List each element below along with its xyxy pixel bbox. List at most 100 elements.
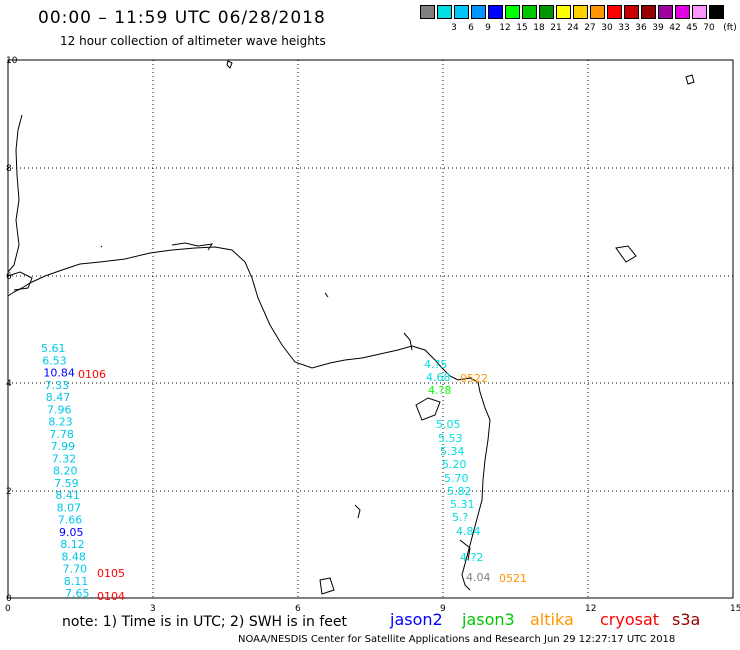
y-tick-label: 0 xyxy=(6,594,12,604)
pass-time-label: 0106 xyxy=(78,368,106,381)
legend-label: 33 xyxy=(618,23,630,33)
legend-label: 15 xyxy=(516,23,528,33)
wave-height-label: 5.20 xyxy=(442,458,467,471)
satellite-name: cryosat xyxy=(600,610,660,629)
x-tick-label: 9 xyxy=(440,604,446,614)
coastline xyxy=(7,60,695,595)
plot-frame xyxy=(7,59,734,599)
legend-swatch xyxy=(556,5,571,19)
wave-height-label: 8.47 xyxy=(46,391,71,404)
wave-height-label: 7.99 xyxy=(51,440,76,453)
legend-label: 3 xyxy=(451,23,457,33)
wave-height-label: 5.61 xyxy=(41,342,66,355)
x-tick-label: 15 xyxy=(730,604,740,614)
y-tick-label: 8 xyxy=(6,164,12,174)
legend-label: 30 xyxy=(601,23,613,33)
legend-swatch xyxy=(658,5,673,19)
wave-height-label: 4.?2 xyxy=(460,551,483,564)
legend-swatch xyxy=(573,5,588,19)
pass-time-label: 0521 xyxy=(499,572,527,585)
wave-height-label: 5.31 xyxy=(450,498,475,511)
legend-label: 12 xyxy=(499,23,511,33)
legend-swatch xyxy=(590,5,605,19)
legend-swatch xyxy=(641,5,656,19)
legend-label: 18 xyxy=(533,23,545,33)
legend-swatch xyxy=(675,5,690,19)
wave-height-label: 8.11 xyxy=(64,575,89,588)
wave-height-label: 5.70 xyxy=(444,472,469,485)
legend-label: 9 xyxy=(485,23,491,33)
wave-height-label: 10.84 xyxy=(43,367,75,380)
wave-height-label: 8.41 xyxy=(55,489,80,502)
legend-swatch xyxy=(709,5,724,19)
wave-height-label: 4.?8 xyxy=(428,384,451,397)
legend-swatch xyxy=(692,5,707,19)
wave-height-label: 8.12 xyxy=(60,538,84,551)
wave-height-label: 5.? xyxy=(452,511,468,524)
legend-unit: (ft) xyxy=(723,23,737,33)
wave-height-label: 5.34 xyxy=(440,445,465,458)
footnote: note: 1) Time is in UTC; 2) SWH is in fe… xyxy=(62,614,348,630)
wave-height-label: 4.?5 xyxy=(424,358,447,371)
legend-label: 27 xyxy=(584,23,596,33)
y-tick-label: 2 xyxy=(6,487,12,497)
legend-swatch xyxy=(420,5,435,19)
pass-time-label: 0104 xyxy=(97,590,125,603)
satellite-name: s3a xyxy=(672,610,701,629)
wave-height-label: 8.20 xyxy=(53,465,78,478)
legend-label: 70 xyxy=(703,23,715,33)
legend-swatch xyxy=(539,5,554,19)
y-tick-label: 6 xyxy=(6,272,12,282)
grid xyxy=(8,60,733,598)
legend-label: 42 xyxy=(669,23,681,33)
wave-height-label: 7.59 xyxy=(54,477,78,490)
wave-height-label: 7.33 xyxy=(45,379,70,392)
wave-height-label: 8.07 xyxy=(57,501,82,514)
legend-label: 24 xyxy=(567,23,579,33)
wave-height-label: 7.65 xyxy=(65,587,90,600)
wave-height-label: 7.66 xyxy=(58,514,83,527)
legend-label: 39 xyxy=(652,23,664,33)
x-tick-label: 0 xyxy=(5,604,11,614)
x-tick-label: 3 xyxy=(150,604,156,614)
wave-height-label: 5.05 xyxy=(436,418,461,431)
satellite-name: jason2 xyxy=(390,610,443,629)
legend-swatch xyxy=(437,5,452,19)
wave-height-label: 7.32 xyxy=(52,452,77,465)
satellite-name: jason3 xyxy=(462,610,515,629)
legend-swatch xyxy=(624,5,639,19)
credit-footer: NOAA/NESDIS Center for Satellite Applica… xyxy=(238,634,676,645)
legend-swatch xyxy=(454,5,469,19)
legend-swatch xyxy=(471,5,486,19)
wave-height-label: 4.68 xyxy=(426,371,451,384)
wave-height-label: 7.96 xyxy=(47,403,72,416)
wave-height-label: 5.82 xyxy=(447,485,472,498)
wave-height-label: 4.84 xyxy=(456,525,481,538)
legend-label: 21 xyxy=(550,23,562,33)
map-title: 00:00 – 11:59 UTC 06/28/2018 xyxy=(38,8,326,28)
wave-height-label: 9.05 xyxy=(59,526,84,539)
wave-height-label: 8.23 xyxy=(48,416,72,429)
wave-height-label: 7.70 xyxy=(63,563,88,576)
x-tick-label: 12 xyxy=(585,604,596,614)
wave-height-label: 8.48 xyxy=(61,550,86,563)
legend-label: 36 xyxy=(635,23,647,33)
wave-height-label: 4.04 xyxy=(466,571,491,584)
satellite-name: altika xyxy=(530,610,574,629)
legend-swatch xyxy=(607,5,622,19)
x-tick-label: 6 xyxy=(295,604,301,614)
wave-height-label: 7.78 xyxy=(49,428,74,441)
legend-label: 6 xyxy=(468,23,474,33)
pass-time-label: 0105 xyxy=(97,567,125,580)
y-tick-label: 10 xyxy=(6,56,18,66)
wave-height-label: 6.53 xyxy=(42,354,66,367)
pass-time-label: 0522 xyxy=(460,372,488,385)
y-tick-label: 4 xyxy=(6,379,12,389)
legend-swatch xyxy=(505,5,520,19)
legend-swatch xyxy=(522,5,537,19)
legend-label: 45 xyxy=(686,23,698,33)
legend-swatch xyxy=(488,5,503,19)
wave-height-label: 5.53 xyxy=(438,432,463,445)
map-subtitle: 12 hour collection of altimeter wave hei… xyxy=(60,34,326,48)
